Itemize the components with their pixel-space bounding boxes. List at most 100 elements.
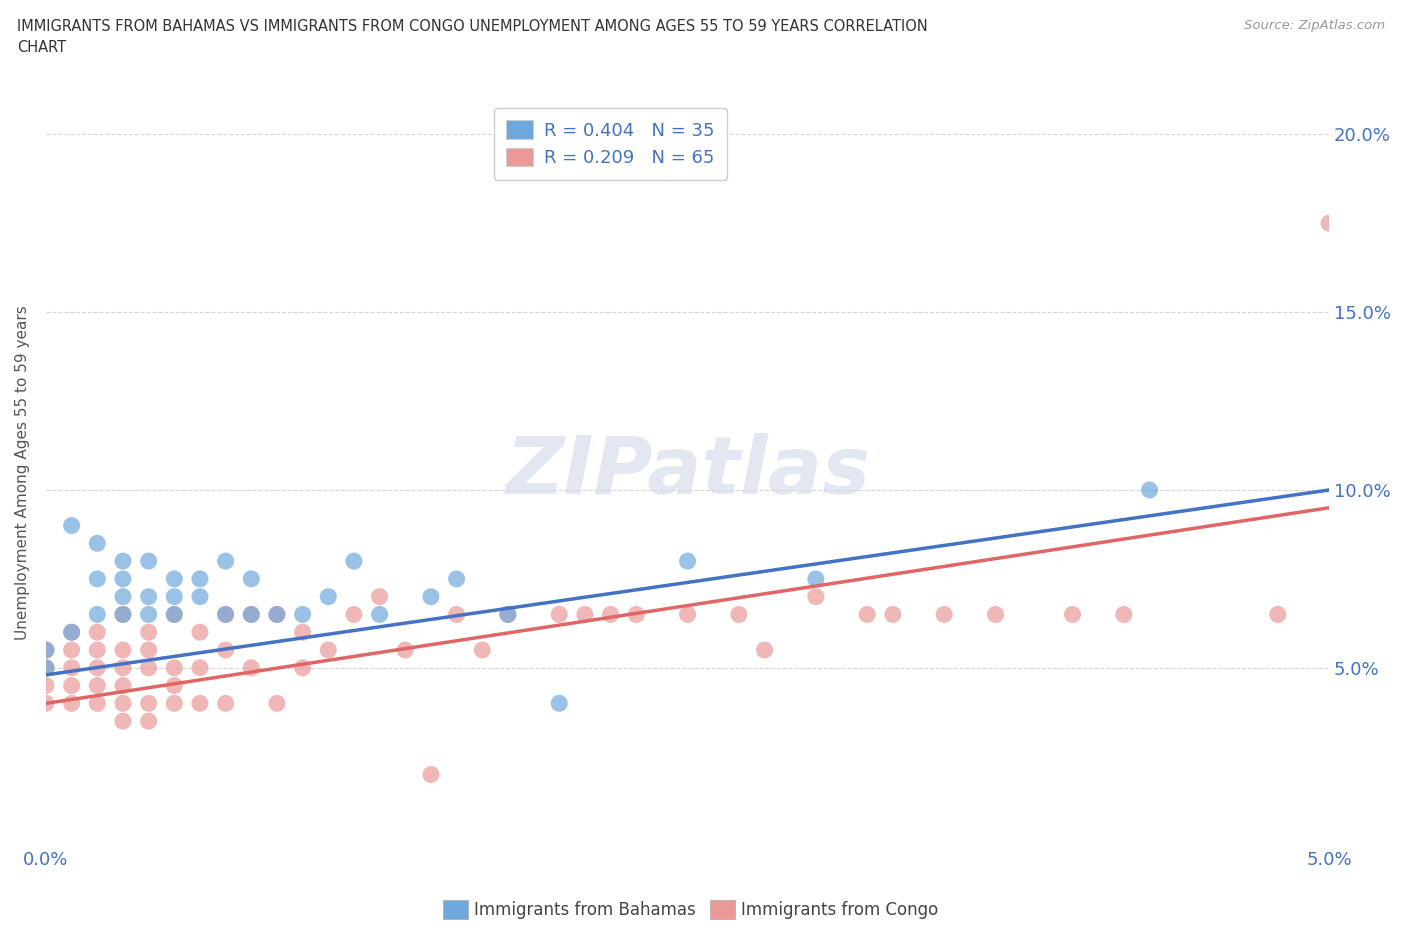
Point (266, 607, 288, 622)
Point (163, 607, 186, 622)
Point (35, 696, 58, 711)
Point (574, 607, 596, 622)
Point (86, 536, 108, 551)
Point (138, 590, 160, 604)
Text: Source: ZipAtlas.com: Source: ZipAtlas.com (1244, 19, 1385, 32)
Y-axis label: Unemployment Among Ages 55 to 59 years: Unemployment Among Ages 55 to 59 years (15, 305, 30, 640)
Point (934, 607, 956, 622)
Point (60, 518, 83, 533)
Point (138, 713, 160, 728)
Point (548, 607, 571, 622)
Point (291, 625, 314, 640)
Point (163, 571, 186, 586)
Point (60, 660, 83, 675)
Point (35, 678, 58, 693)
Point (316, 643, 339, 658)
Point (728, 607, 751, 622)
Point (86, 643, 108, 658)
Point (548, 696, 571, 711)
Point (1112, 607, 1135, 622)
Point (214, 696, 236, 711)
Point (111, 678, 134, 693)
Point (111, 607, 134, 622)
Point (138, 696, 160, 711)
Point (626, 607, 648, 622)
Point (240, 607, 263, 622)
Point (676, 553, 699, 568)
Point (111, 696, 134, 711)
Point (35, 660, 58, 675)
Point (214, 553, 236, 568)
Point (60, 625, 83, 640)
Point (240, 571, 263, 586)
Point (599, 607, 621, 622)
Point (291, 607, 314, 622)
Point (368, 607, 391, 622)
Point (214, 607, 236, 622)
Point (188, 625, 211, 640)
Point (163, 696, 186, 711)
Point (754, 643, 776, 658)
Point (60, 696, 83, 711)
Point (214, 607, 236, 622)
Point (1139, 483, 1161, 498)
Point (676, 607, 699, 622)
Point (35, 643, 58, 658)
Point (60, 643, 83, 658)
Text: Immigrants from Congo: Immigrants from Congo (741, 900, 938, 919)
Point (856, 607, 879, 622)
Point (138, 643, 160, 658)
Point (291, 660, 314, 675)
Point (86, 625, 108, 640)
Point (138, 625, 160, 640)
Point (111, 643, 134, 658)
Point (60, 625, 83, 640)
Point (111, 590, 134, 604)
Point (163, 678, 186, 693)
Point (266, 607, 288, 622)
Text: IMMIGRANTS FROM BAHAMAS VS IMMIGRANTS FROM CONGO UNEMPLOYMENT AMONG AGES 55 TO 5: IMMIGRANTS FROM BAHAMAS VS IMMIGRANTS FR… (17, 19, 928, 55)
Point (394, 643, 416, 658)
Text: Immigrants from Bahamas: Immigrants from Bahamas (474, 900, 696, 919)
Point (240, 660, 263, 675)
Point (266, 696, 288, 711)
Point (138, 660, 160, 675)
Point (804, 590, 827, 604)
Point (35, 660, 58, 675)
Point (111, 553, 134, 568)
Point (446, 607, 468, 622)
Point (111, 571, 134, 586)
Point (446, 571, 468, 586)
Point (188, 660, 211, 675)
Point (138, 607, 160, 622)
Point (86, 571, 108, 586)
Point (343, 607, 366, 622)
Point (240, 607, 263, 622)
Point (163, 590, 186, 604)
Point (419, 590, 441, 604)
Point (86, 660, 108, 675)
Point (984, 607, 1007, 622)
Point (496, 607, 519, 622)
Point (343, 553, 366, 568)
Point (188, 571, 211, 586)
Point (138, 553, 160, 568)
Point (1317, 216, 1340, 231)
Point (86, 607, 108, 622)
Point (804, 571, 827, 586)
Point (316, 590, 339, 604)
Point (60, 678, 83, 693)
Point (1267, 607, 1289, 622)
Point (35, 643, 58, 658)
Point (1062, 607, 1084, 622)
Text: ZIPatlas: ZIPatlas (505, 433, 870, 512)
Point (214, 643, 236, 658)
Point (111, 660, 134, 675)
Point (471, 643, 494, 658)
Point (163, 660, 186, 675)
Point (188, 590, 211, 604)
Legend: R = 0.404   N = 35, R = 0.209   N = 65: R = 0.404 N = 35, R = 0.209 N = 65 (494, 108, 727, 179)
Point (86, 678, 108, 693)
Point (111, 607, 134, 622)
Point (188, 696, 211, 711)
